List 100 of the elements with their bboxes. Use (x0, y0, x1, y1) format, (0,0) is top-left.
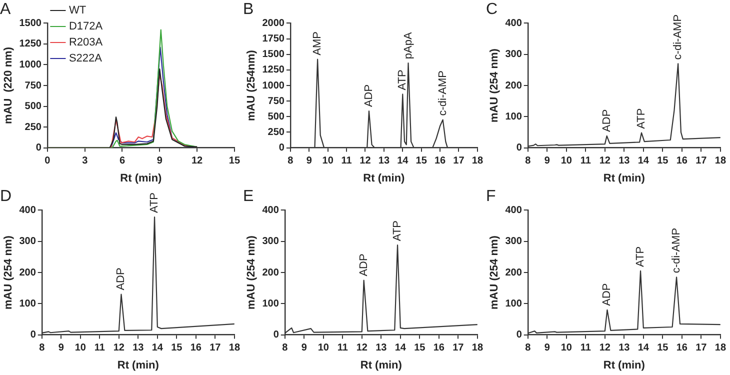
y-tick-label: 1250 (262, 64, 285, 76)
x-tick-label: 10 (322, 156, 334, 167)
y-tick-label: 500 (268, 111, 285, 122)
legend-label: WT (68, 4, 86, 17)
x-axis-title: Rt (min) (603, 359, 646, 372)
annotation: ADP (115, 268, 128, 290)
x-tick-label: 18 (472, 156, 484, 167)
y-tick-label: 200 (505, 267, 522, 278)
y-tick-label: 250 (268, 126, 285, 138)
y-tick-label: 100 (505, 298, 522, 310)
x-axis-title: Rt (min) (360, 359, 402, 372)
x-tick-label: 15 (414, 342, 426, 354)
x-tick-label: 10 (318, 342, 330, 354)
x-tick-label: 14 (638, 342, 650, 354)
x-tick-label: 11 (580, 342, 592, 354)
annotation: pApA (402, 32, 414, 60)
x-tick-label: 6 (119, 156, 126, 167)
x-tick-label: 9 (544, 342, 550, 354)
x-tick-label: 17 (696, 156, 708, 167)
y-axis-title: mAU (254 nm) (488, 235, 501, 310)
y-tick-label: 300 (505, 49, 522, 60)
x-tick-label: 14 (394, 342, 406, 354)
x-tick-label: 14 (152, 342, 164, 354)
y-tick-label: 200 (505, 80, 522, 92)
annotation: ATP (148, 192, 161, 214)
x-tick-label: 15 (657, 156, 669, 167)
annotation: ADP (600, 109, 613, 132)
x-tick-label: 8 (288, 156, 294, 167)
x-axis-title: Rt (min) (363, 172, 406, 184)
annotation: ADP (363, 84, 376, 108)
x-tick-label: 8 (525, 156, 532, 167)
y-tick-label: 100 (262, 298, 280, 310)
y-tick-label: 2000 (262, 18, 285, 29)
annotation: ATP (396, 70, 409, 90)
x-tick-label: 8 (525, 342, 532, 354)
y-tick-label: 0 (278, 142, 285, 154)
x-tick-label: 10 (560, 342, 572, 354)
x-tick-label: 16 (190, 342, 202, 354)
y-tick-label: 100 (505, 111, 522, 122)
x-tick-label: 11 (337, 342, 348, 354)
y-tick-label: 1000 (19, 59, 42, 70)
y-tick-label: 400 (262, 204, 280, 216)
y-tick-label: 0 (36, 142, 42, 154)
chart-title: E (243, 188, 254, 206)
x-tick-label: 17 (452, 342, 464, 354)
y-axis-title: mAU (220 nm) (2, 46, 15, 124)
x-tick-label: 17 (453, 156, 465, 167)
x-tick-label: 16 (676, 156, 688, 167)
x-tick-label: 15 (416, 156, 428, 167)
chart-title: F (486, 188, 496, 206)
x-tick-label: 9 (58, 342, 64, 354)
y-tick-label: 0 (30, 330, 36, 341)
x-tick-label: 11 (341, 156, 352, 167)
chart-title: D (0, 188, 12, 206)
y-tick-label: 1000 (262, 80, 285, 92)
x-tick-label: 15 (657, 342, 669, 354)
x-tick-label: 15 (228, 156, 240, 167)
x-tick-label: 13 (132, 342, 144, 354)
legend-label: R203A (68, 36, 104, 49)
x-tick-label: 8 (282, 342, 288, 354)
annotation: ATP (392, 220, 404, 242)
x-tick-label: 17 (210, 342, 222, 354)
y-tick-label: 300 (19, 236, 36, 248)
x-tick-label: 16 (433, 342, 445, 354)
y-tick-label: 200 (262, 267, 280, 278)
y-tick-label: 400 (505, 18, 522, 29)
y-tick-label: 500 (24, 101, 42, 112)
x-tick-label: 10 (74, 342, 86, 354)
y-tick-label: 1250 (19, 38, 42, 50)
y-tick-label: 750 (268, 96, 285, 107)
x-tick-label: 9 (156, 156, 163, 167)
x-tick-label: 11 (580, 156, 592, 167)
y-tick-label: 250 (24, 122, 42, 133)
x-tick-label: 9 (544, 156, 550, 167)
x-tick-label: 13 (376, 342, 388, 354)
y-tick-label: 750 (24, 80, 42, 92)
y-tick-label: 0 (516, 142, 522, 154)
y-tick-label: 400 (19, 204, 36, 216)
x-tick-label: 18 (472, 342, 484, 354)
annotation: ATP (636, 108, 648, 129)
x-axis-title: Rt (min) (603, 172, 646, 184)
x-tick-label: 15 (171, 342, 183, 354)
x-axis-title: Rt (min) (120, 172, 162, 184)
x-tick-label: 11 (94, 342, 106, 354)
chart-title: A (0, 1, 11, 18)
x-tick-label: 13 (618, 342, 630, 354)
y-tick-label: 0 (273, 330, 280, 341)
x-tick-label: 12 (191, 156, 204, 167)
legend-label: D172A (68, 20, 104, 33)
x-tick-label: 12 (599, 342, 611, 354)
x-tick-label: 12 (113, 342, 125, 354)
x-tick-label: 14 (397, 156, 409, 167)
x-tick-label: 3 (82, 156, 88, 167)
annotation: c-di-AMP (670, 228, 683, 274)
y-tick-label: 400 (505, 204, 522, 216)
chart-title: B (243, 1, 254, 18)
y-tick-label: 1750 (262, 34, 285, 45)
x-tick-label: 17 (696, 342, 708, 354)
annotation: AMP (312, 31, 324, 56)
y-axis-title: mAU (254 nm) (2, 235, 15, 310)
